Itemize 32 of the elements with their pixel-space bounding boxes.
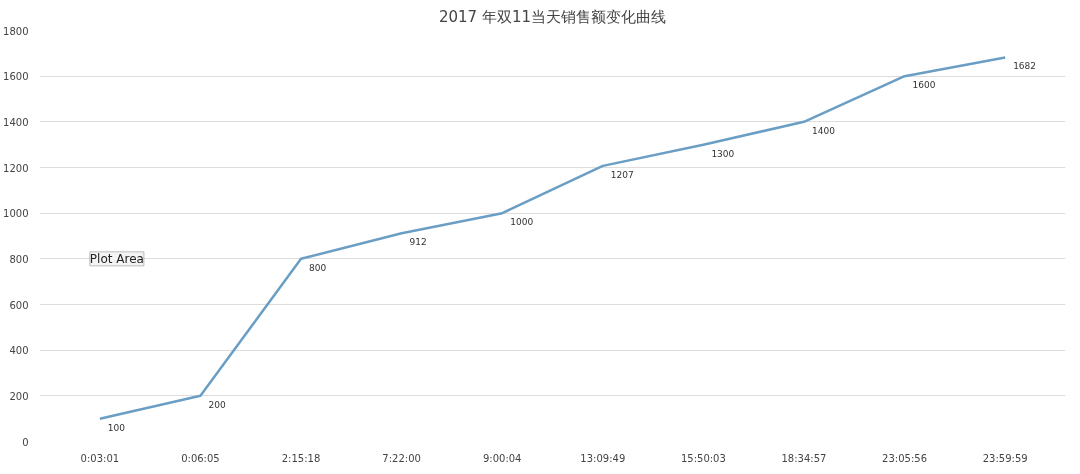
y-tick-label: 0 [22, 436, 29, 448]
x-tick-label: 18:34:57 [781, 452, 827, 464]
y-tick-label: 1200 [3, 162, 29, 174]
x-tick-label: 13:09:49 [580, 452, 626, 464]
data-label: 1600 [912, 80, 936, 91]
data-label: 1682 [1013, 61, 1037, 72]
data-label: 1207 [610, 169, 634, 180]
data-label: 1300 [711, 148, 735, 159]
x-tick-label: 2:15:18 [281, 452, 321, 464]
y-tick-label: 400 [9, 345, 29, 357]
x-tick-label: 7:22:00 [382, 452, 421, 464]
chart-title: 2017 年双11当天销售额变化曲线 [438, 7, 667, 26]
y-tick-label: 1000 [3, 208, 29, 220]
data-label: 800 [309, 262, 327, 273]
data-label: 100 [107, 422, 126, 433]
x-tick-label: 9:00:04 [482, 452, 522, 464]
x-tick-label: 0:06:05 [181, 452, 220, 464]
data-label: 200 [208, 399, 226, 410]
x-tick-label: 23:59:59 [982, 452, 1028, 464]
x-tick-label: 15:50:03 [680, 452, 726, 464]
y-tick-label: 1800 [3, 25, 29, 37]
y-tick-label: 1600 [3, 71, 29, 83]
y-tick-label: 800 [9, 253, 29, 265]
x-tick-label: 0:03:01 [80, 452, 120, 464]
y-tick-label: 1400 [3, 116, 29, 128]
data-label: 912 [409, 237, 427, 248]
data-label: 1000 [510, 217, 534, 228]
data-label: 1400 [811, 125, 836, 136]
annotation: Plot Area [89, 251, 144, 266]
y-tick-label: 200 [9, 390, 29, 402]
x-tick-label: 23:05:56 [882, 452, 928, 464]
y-tick-label: 600 [9, 299, 29, 311]
